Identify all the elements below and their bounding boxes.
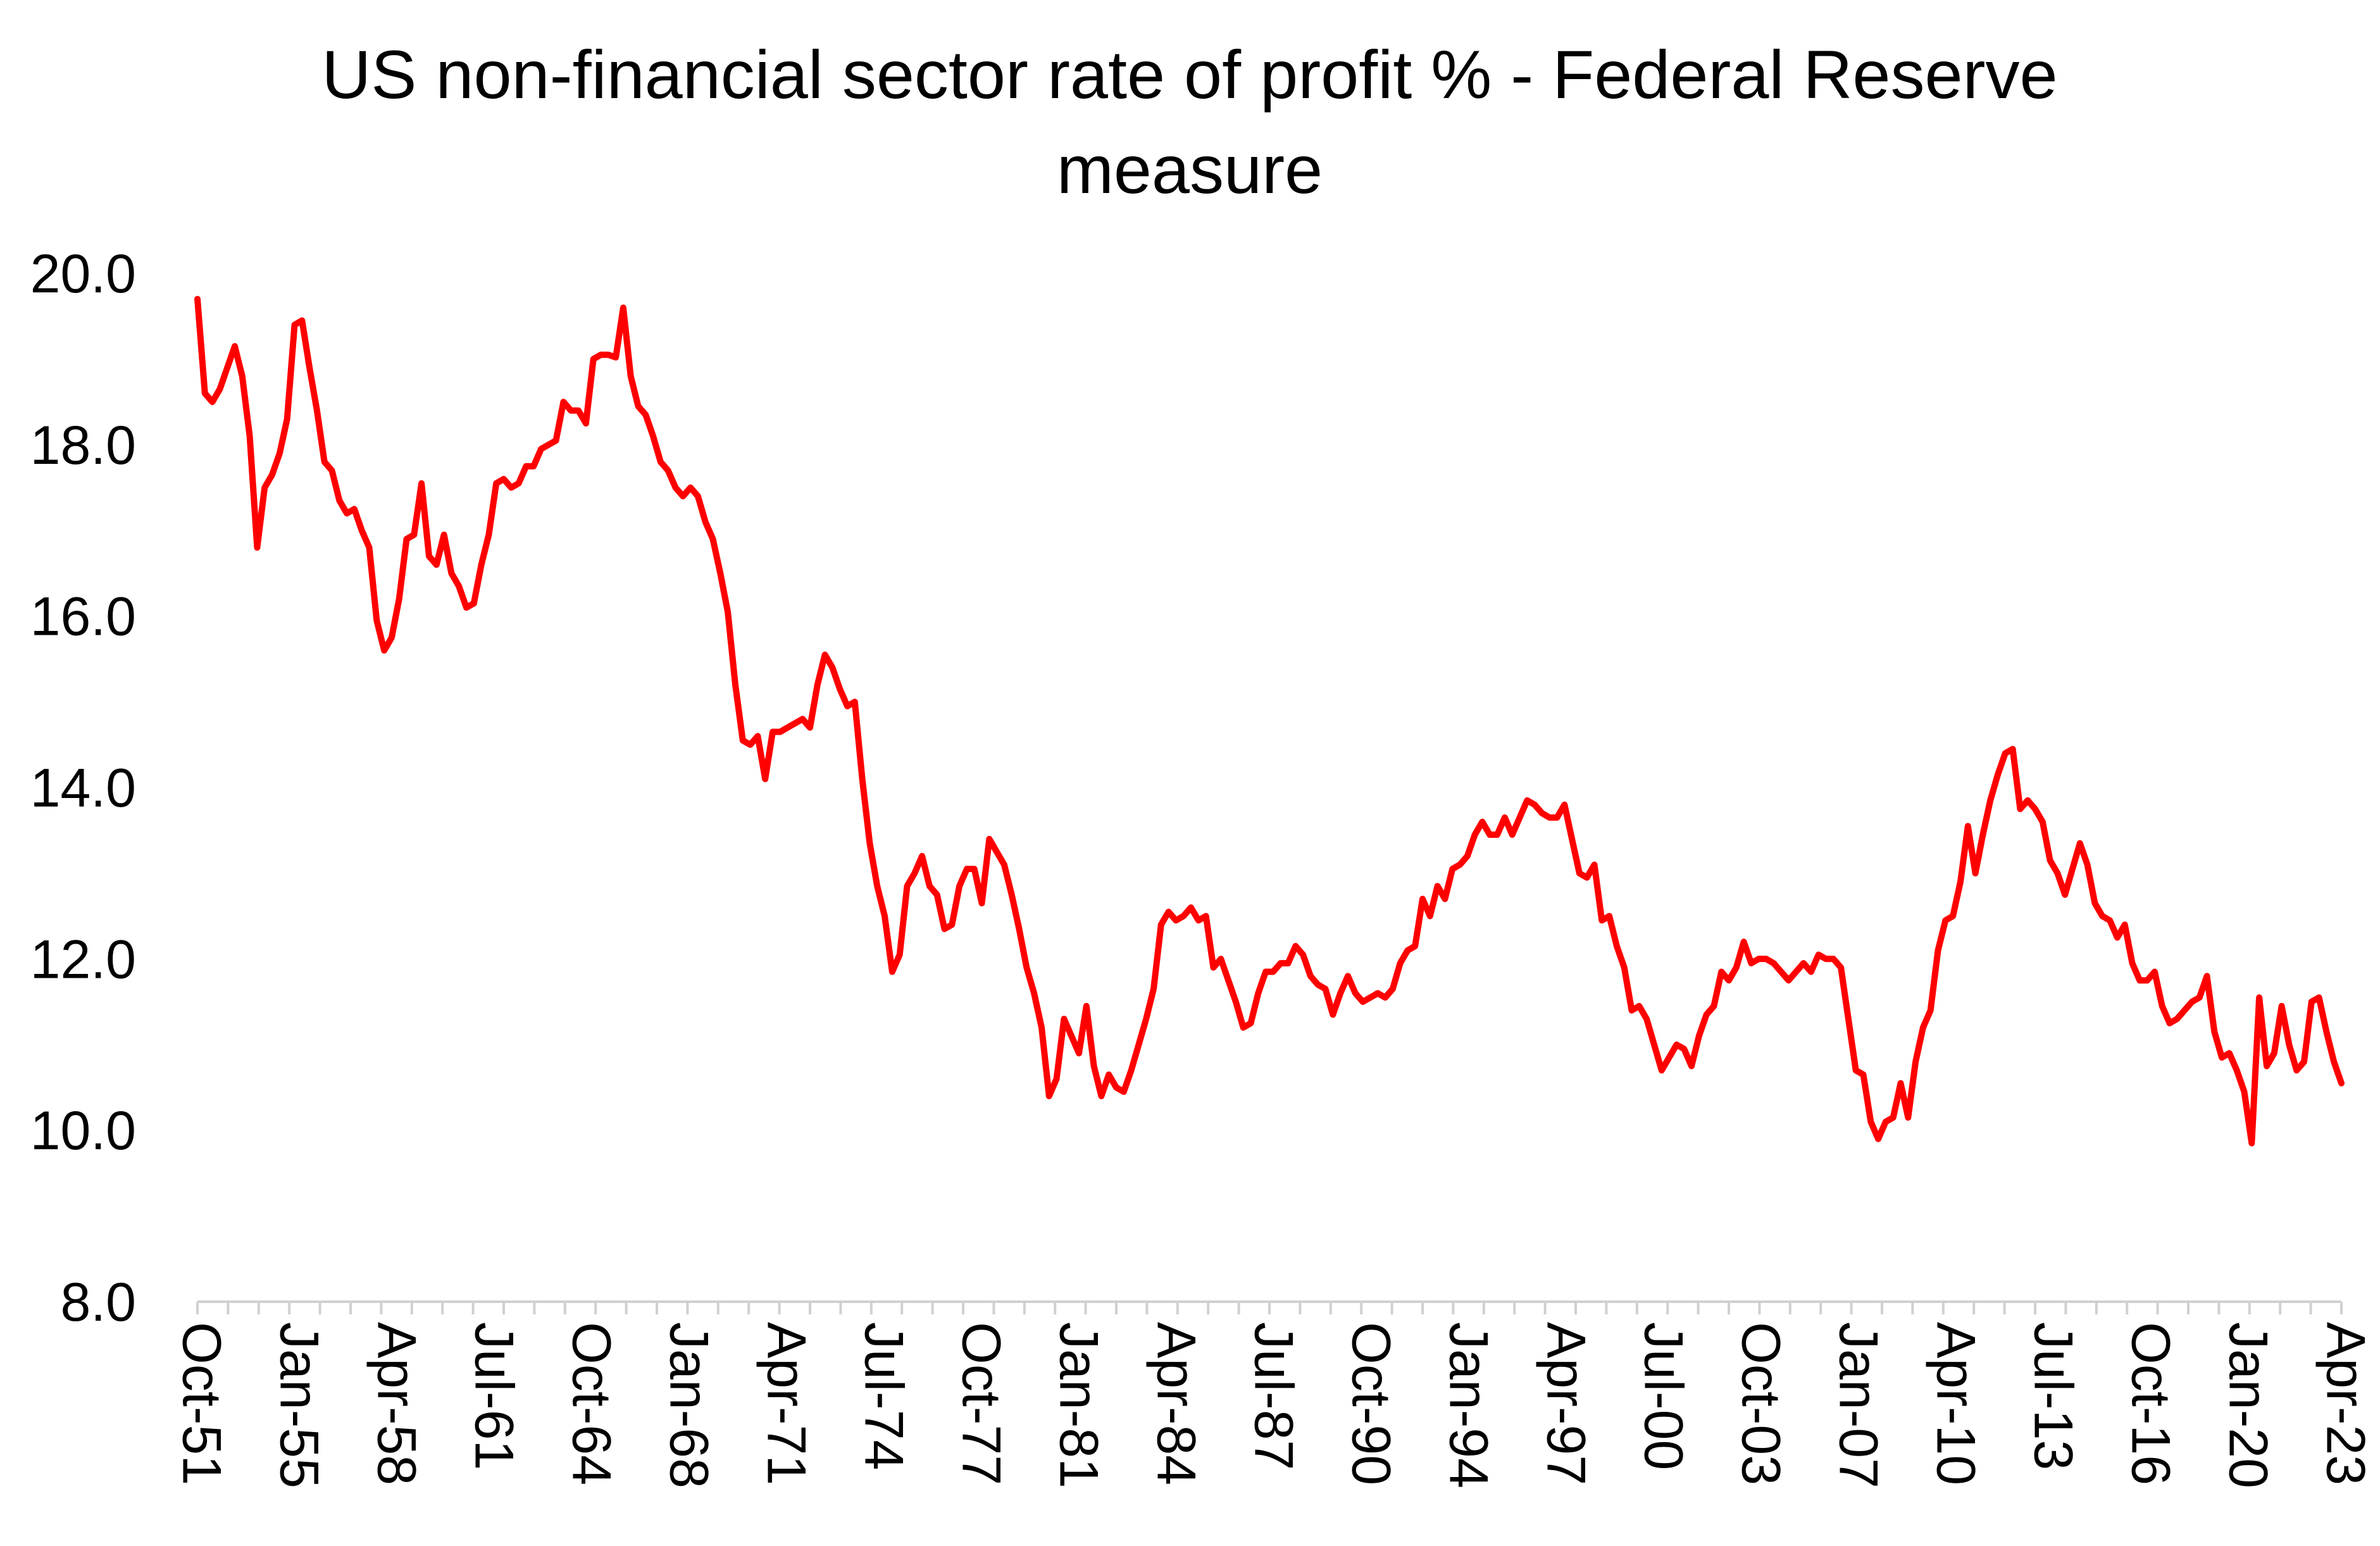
x-tick-label: Apr-58: [366, 1322, 427, 1485]
x-tick-label: Jul-00: [1633, 1322, 1693, 1470]
x-tick-label: Oct-90: [1340, 1322, 1401, 1485]
y-tick-label: 16.0: [30, 587, 136, 647]
x-tick-label: Jan-07: [1828, 1322, 1888, 1488]
y-axis: 8.0 10.0 12.0 14.0 16.0 18.0 20.0: [30, 244, 136, 1333]
x-tick-label: Oct-77: [950, 1322, 1011, 1485]
series-group: [194, 296, 2345, 1147]
chart-title-line-2: measure: [1057, 131, 1323, 208]
x-tick-label: Apr-97: [1535, 1322, 1596, 1485]
x-tick-label: Apr-23: [2315, 1322, 2376, 1485]
x-tick-label: Apr-71: [756, 1322, 816, 1485]
x-tick-label: Apr-10: [1925, 1322, 1986, 1485]
x-tick-label: Jul-74: [853, 1322, 914, 1470]
x-tick-label: Jan-20: [2217, 1322, 2278, 1488]
x-tick-label: Oct-16: [2120, 1322, 2181, 1485]
x-tick-label: Jan-81: [1048, 1322, 1109, 1488]
x-tick-label: Oct-64: [561, 1322, 621, 1485]
x-tick-label: Oct-03: [1730, 1322, 1791, 1485]
y-tick-label: 8.0: [60, 1272, 136, 1333]
x-tick-label: Jan-55: [268, 1322, 329, 1488]
x-tick-label: Apr-84: [1145, 1322, 1206, 1485]
x-tick-label: Jan-94: [1438, 1322, 1498, 1488]
y-tick-label: 20.0: [30, 244, 136, 304]
x-tick-label: Jan-68: [658, 1322, 719, 1488]
x-tick-label: Jul-61: [463, 1322, 524, 1470]
x-tick-label: Oct-51: [171, 1322, 232, 1485]
chart-title: US non-financial sector rate of profit %…: [321, 36, 2057, 113]
y-tick-label: 14.0: [30, 758, 136, 819]
y-tick-label: 18.0: [30, 415, 136, 476]
y-tick-label: 10.0: [30, 1100, 136, 1161]
x-axis: Oct-51 Jan-55 Apr-58 Jul-61 Oct-64 Jan-68 Apr-…: [171, 1300, 2376, 1488]
y-tick-label: 12.0: [30, 929, 136, 990]
series-line: [194, 296, 2345, 1147]
x-tick-label: Jul-13: [2022, 1322, 2083, 1470]
x-tick-label: Jul-87: [1243, 1322, 1304, 1470]
